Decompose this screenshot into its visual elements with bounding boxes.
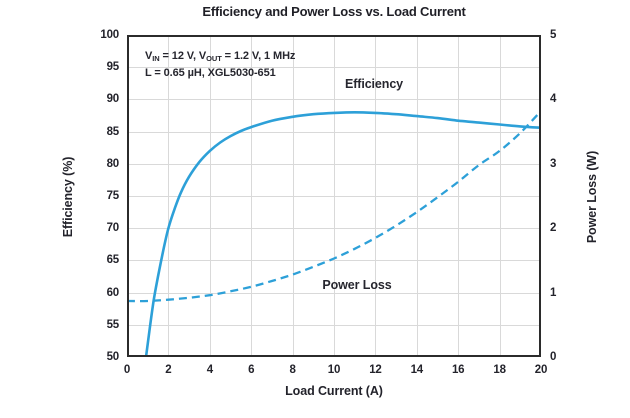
right-axis-title: Power Loss (W) (585, 150, 599, 244)
curves (127, 110, 541, 357)
conditions-line-2: L = 0.65 µH, XGL5030-651 (145, 67, 276, 79)
y-right-tick-label: 3 (550, 157, 557, 170)
y-left-tick-label: 55 (106, 318, 120, 331)
gridlines (127, 35, 541, 357)
power-loss-curve (127, 110, 541, 303)
x-tick-label: 18 (493, 364, 506, 376)
y-left-tick-label: 60 (106, 286, 120, 299)
x-tick-label: 12 (369, 364, 382, 376)
y-right-tick-label: 4 (550, 93, 557, 106)
conditions-line-1: VIN = 12 V, VOUT = 1.2 V, 1 MHz (145, 50, 296, 63)
plot-area (127, 35, 541, 357)
left-axis-title: Efficiency (%) (61, 156, 75, 238)
y-left-tick-label: 85 (106, 125, 120, 138)
conditions-annotation: VIN = 12 V, VOUT = 1.2 V, 1 MHz L = 0.65… (145, 49, 295, 81)
chart-title: Efficiency and Power Loss vs. Load Curre… (202, 4, 466, 19)
y-left-tick-label: 75 (106, 190, 120, 202)
y-right-tick-label: 0 (550, 351, 557, 363)
y-right-tick-label: 5 (550, 29, 557, 41)
efficiency-curve (144, 110, 541, 357)
y-right-tick-label: 1 (550, 286, 557, 299)
y-left-tick-label: 65 (106, 254, 120, 267)
y-left-tick-label: 80 (106, 157, 120, 170)
x-tick-label: 6 (248, 364, 255, 376)
x-axis-title: Load Current (A) (285, 384, 383, 398)
plot-frame (127, 35, 541, 357)
y-left-tick-label: 50 (106, 351, 120, 363)
x-tick-label: 16 (451, 364, 465, 376)
power-loss-curve-label: Power Loss (322, 278, 392, 292)
x-tick-label: 8 (289, 364, 296, 376)
y-left-tick-label: 100 (100, 29, 119, 41)
x-tick-label: 0 (123, 364, 131, 376)
y-left-tick-label: 90 (106, 93, 120, 106)
x-tick-label: 20 (534, 364, 548, 376)
x-tick-label: 10 (327, 364, 341, 376)
x-tick-label: 14 (410, 364, 424, 376)
y-left-tick-label: 70 (106, 222, 120, 235)
x-tick-label: 2 (165, 364, 172, 376)
y-right-tick-label: 2 (550, 222, 557, 235)
efficiency-curve-label: Efficiency (344, 77, 404, 91)
x-tick-label: 4 (206, 364, 213, 376)
y-left-tick-label: 95 (106, 61, 120, 74)
